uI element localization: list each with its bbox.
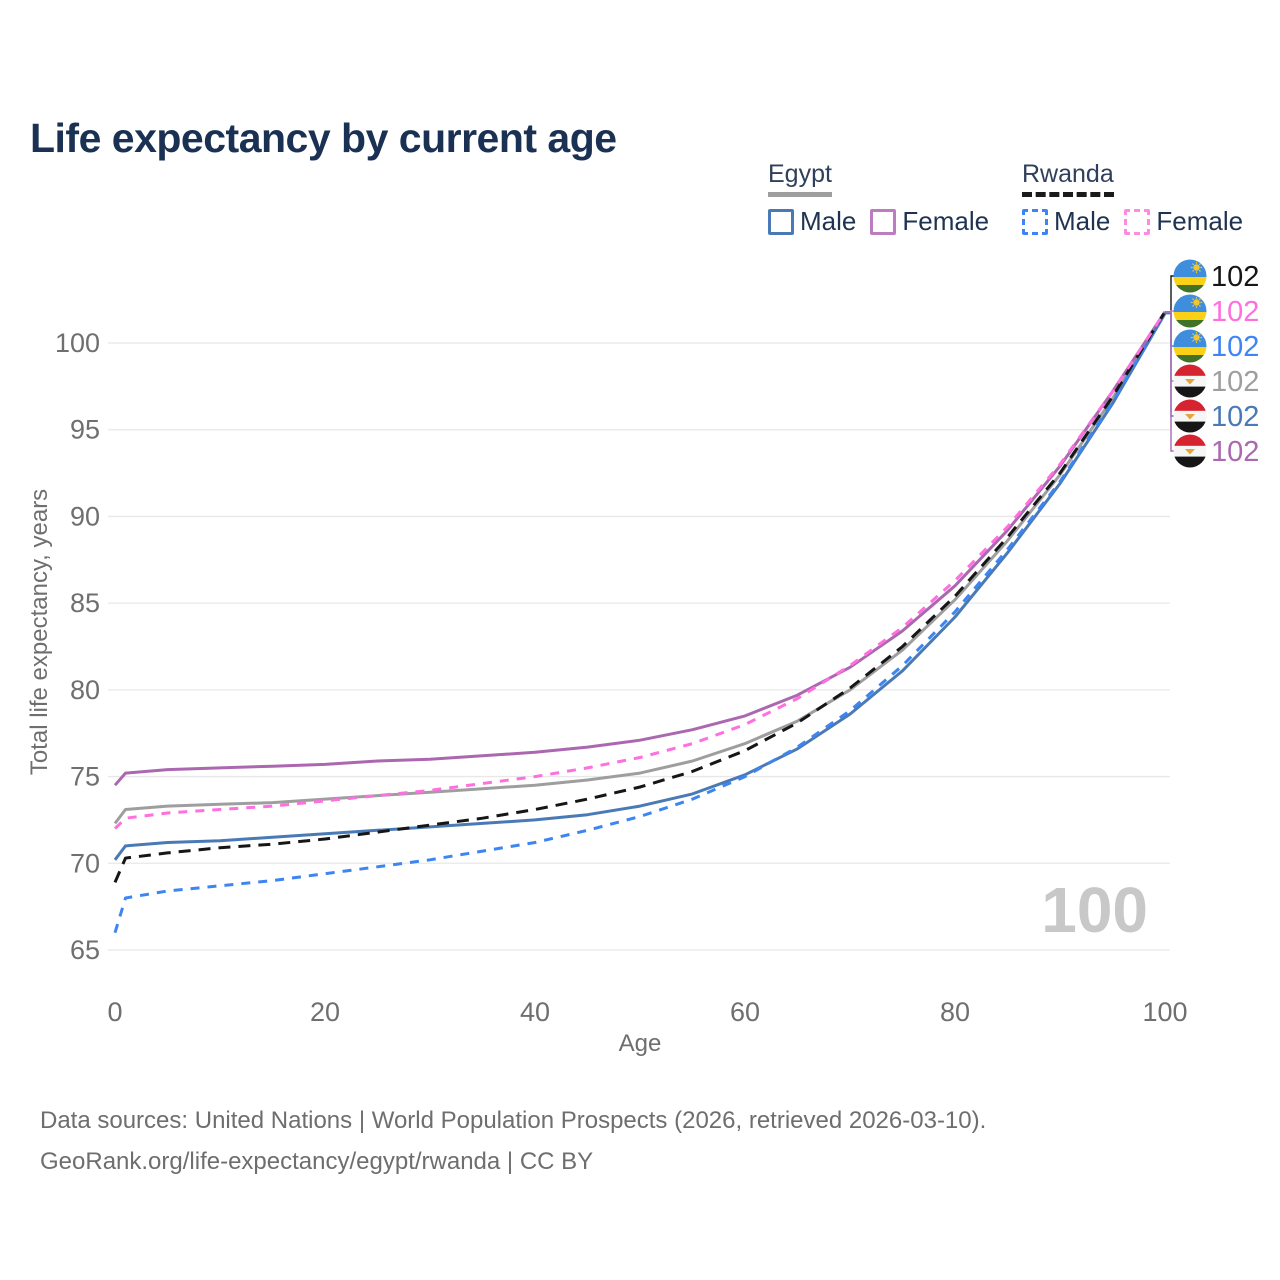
end-value-label-rwanda-total: 102 xyxy=(1211,261,1259,293)
y-tick-label-80: 80 xyxy=(70,675,100,705)
series-line-rwanda-total[interactable] xyxy=(113,311,1167,883)
flag-icon-rwanda xyxy=(1173,329,1207,363)
legend-item-egypt-female[interactable]: Female xyxy=(870,206,989,237)
checkbox-egypt-male[interactable] xyxy=(768,208,794,235)
y-tick-label-75: 75 xyxy=(70,762,100,792)
y-tick-label-95: 95 xyxy=(70,415,100,445)
x-tick-label-60: 60 xyxy=(730,997,760,1027)
series-line-egypt-female[interactable] xyxy=(113,310,1167,787)
flag-icon-rwanda xyxy=(1173,259,1207,293)
legend-items-rwanda: Male Female xyxy=(1022,206,1243,237)
legend-item-egypt-male[interactable]: Male xyxy=(768,206,856,237)
footer-line-2: GeoRank.org/life-expectancy/egypt/rwanda… xyxy=(40,1148,594,1175)
checkbox-egypt-female[interactable] xyxy=(870,208,897,235)
flag-icon-egypt xyxy=(1173,399,1207,433)
checkbox-rwanda-female[interactable] xyxy=(1124,208,1151,235)
flag-icon-egypt xyxy=(1173,364,1207,398)
legend-header-rwanda: Rwanda xyxy=(1022,160,1114,197)
legend-item-rwanda-female[interactable]: Female xyxy=(1124,206,1243,237)
age-indicator-watermark: 100 xyxy=(1041,874,1148,946)
x-tick-label-80: 80 xyxy=(940,997,970,1027)
page-title: Life expectancy by current age xyxy=(30,115,617,162)
y-axis-title: Total life expectancy, years xyxy=(26,489,53,775)
x-tick-label-20: 20 xyxy=(310,997,340,1027)
x-tick-label-0: 0 xyxy=(107,997,122,1027)
end-value-label-egypt-female: 102 xyxy=(1211,436,1259,468)
series-line-rwanda-male[interactable] xyxy=(113,312,1167,934)
flag-icon-rwanda xyxy=(1173,294,1207,328)
legend-item-rwanda-male[interactable]: Male xyxy=(1022,206,1110,237)
end-value-label-rwanda-male: 102 xyxy=(1211,331,1259,363)
x-tick-label-40: 40 xyxy=(520,997,550,1027)
legend-label-rwanda-female: Female xyxy=(1156,206,1244,236)
end-value-label-rwanda-female: 102 xyxy=(1211,296,1259,328)
y-tick-label-70: 70 xyxy=(70,848,100,878)
series-line-egypt-male[interactable] xyxy=(113,312,1167,861)
legend-header-egypt: Egypt xyxy=(768,160,832,197)
legend-label-egypt-female: Female xyxy=(902,206,990,236)
series-line-egypt-total[interactable] xyxy=(113,311,1167,825)
legend-label-egypt-male: Male xyxy=(800,206,857,236)
legend-group-rwanda: Rwanda Male Female xyxy=(1022,160,1243,237)
legend-group-egypt: Egypt Male Female xyxy=(768,160,989,237)
flag-icon-egypt xyxy=(1173,434,1207,468)
series-line-rwanda-female[interactable] xyxy=(113,310,1167,830)
end-value-label-egypt-male: 102 xyxy=(1211,401,1259,433)
checkbox-rwanda-male[interactable] xyxy=(1022,208,1048,235)
end-value-label-egypt-total: 102 xyxy=(1211,366,1259,398)
footer: Data sources: United Nations | World Pop… xyxy=(40,1100,986,1182)
y-tick-label-65: 65 xyxy=(70,935,100,965)
footer-line-1: Data sources: United Nations | World Pop… xyxy=(40,1107,987,1134)
x-tick-label-100: 100 xyxy=(1142,997,1187,1027)
x-axis-title: Age xyxy=(619,1030,662,1057)
y-tick-label-100: 100 xyxy=(55,328,100,358)
y-tick-label-85: 85 xyxy=(70,588,100,618)
legend-label-rwanda-male: Male xyxy=(1054,206,1111,236)
legend-items-egypt: Male Female xyxy=(768,206,989,237)
y-tick-label-90: 90 xyxy=(70,501,100,531)
